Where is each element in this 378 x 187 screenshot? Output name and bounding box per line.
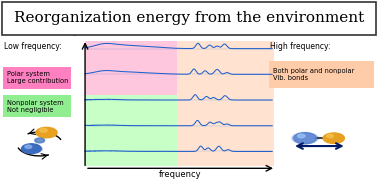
Text: Reorganization energy from the environment: Reorganization energy from the environme… xyxy=(14,11,364,25)
Circle shape xyxy=(297,134,305,138)
Circle shape xyxy=(323,133,344,143)
Circle shape xyxy=(35,138,45,143)
Circle shape xyxy=(22,144,41,154)
Text: Polar system
Large contribution: Polar system Large contribution xyxy=(7,71,68,85)
Polygon shape xyxy=(177,41,274,166)
Ellipse shape xyxy=(292,133,318,144)
Polygon shape xyxy=(85,95,177,166)
Text: frequency: frequency xyxy=(159,170,202,179)
Text: High frequency:: High frequency: xyxy=(270,42,331,51)
Circle shape xyxy=(25,145,32,148)
Text: J(ω): J(ω) xyxy=(74,27,92,36)
FancyBboxPatch shape xyxy=(3,67,71,89)
Circle shape xyxy=(327,134,333,138)
FancyBboxPatch shape xyxy=(3,95,71,117)
Text: Both polar and nonpolar
Vib. bonds: Both polar and nonpolar Vib. bonds xyxy=(273,68,354,81)
Circle shape xyxy=(36,127,57,138)
Text: Low frequency:: Low frequency: xyxy=(4,42,62,51)
FancyBboxPatch shape xyxy=(269,61,374,88)
Text: Nonpolar system
Not negligible: Nonpolar system Not negligible xyxy=(7,99,64,113)
Circle shape xyxy=(294,133,316,144)
Polygon shape xyxy=(85,41,177,95)
Ellipse shape xyxy=(22,145,42,153)
Circle shape xyxy=(40,128,47,132)
FancyBboxPatch shape xyxy=(2,2,376,35)
